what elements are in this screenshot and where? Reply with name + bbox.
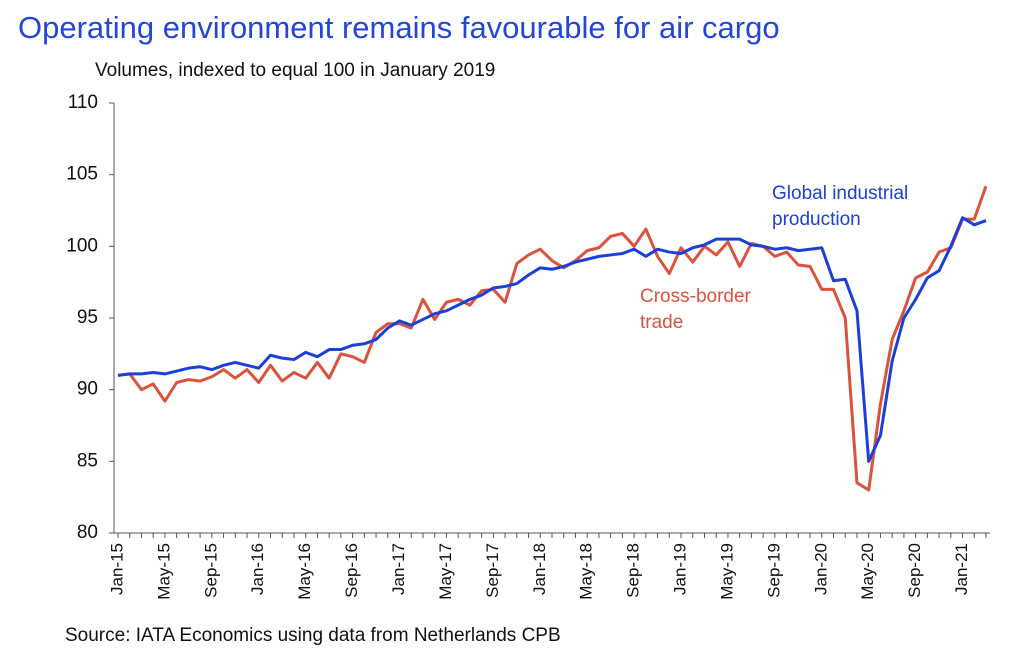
x-tick-label: Sep-17: [483, 543, 502, 598]
y-tick-label: 100: [66, 235, 98, 256]
x-tick-label: Sep-20: [905, 543, 924, 598]
x-tick-label: May-15: [154, 543, 173, 600]
x-tick-label: Jan-20: [811, 543, 830, 595]
x-tick-label: May-18: [577, 543, 596, 600]
x-tick-label: Jan-19: [671, 543, 690, 595]
y-tick-label: 110: [68, 92, 98, 113]
chart-title: Operating environment remains favourable…: [18, 10, 780, 45]
y-tick-label: 90: [77, 379, 98, 400]
x-tick-label: Sep-15: [201, 543, 220, 598]
series-line: [117, 216, 987, 463]
series-label: Cross-border: [640, 286, 752, 307]
y-tick-label: 95: [77, 307, 98, 328]
series-label: Global industrial: [772, 183, 908, 204]
series-label: trade: [640, 312, 683, 333]
x-tick-label: May-16: [295, 543, 314, 600]
x-tick-label: Sep-16: [342, 543, 361, 598]
x-tick-label: Jan-16: [248, 543, 267, 595]
x-tick-label: Jan-15: [107, 543, 126, 595]
y-tick-label: 80: [77, 522, 98, 543]
x-tick-label: Jan-18: [530, 543, 549, 595]
x-tick-label: Jan-17: [389, 543, 408, 595]
x-tick-label: May-20: [858, 543, 877, 600]
y-tick-label: 85: [77, 450, 98, 471]
x-tick-label: May-17: [436, 543, 455, 600]
source-note: Source: IATA Economics using data from N…: [65, 625, 561, 646]
series-line: [117, 185, 988, 492]
series-label: production: [772, 209, 861, 230]
x-tick-label: Jan-21: [952, 543, 971, 595]
x-tick-label: Sep-18: [624, 543, 643, 598]
y-tick-label: 105: [66, 164, 98, 185]
x-tick-label: Sep-19: [764, 543, 783, 598]
x-tick-label: May-19: [717, 543, 736, 600]
chart-subtitle: Volumes, indexed to equal 100 in January…: [95, 60, 495, 81]
